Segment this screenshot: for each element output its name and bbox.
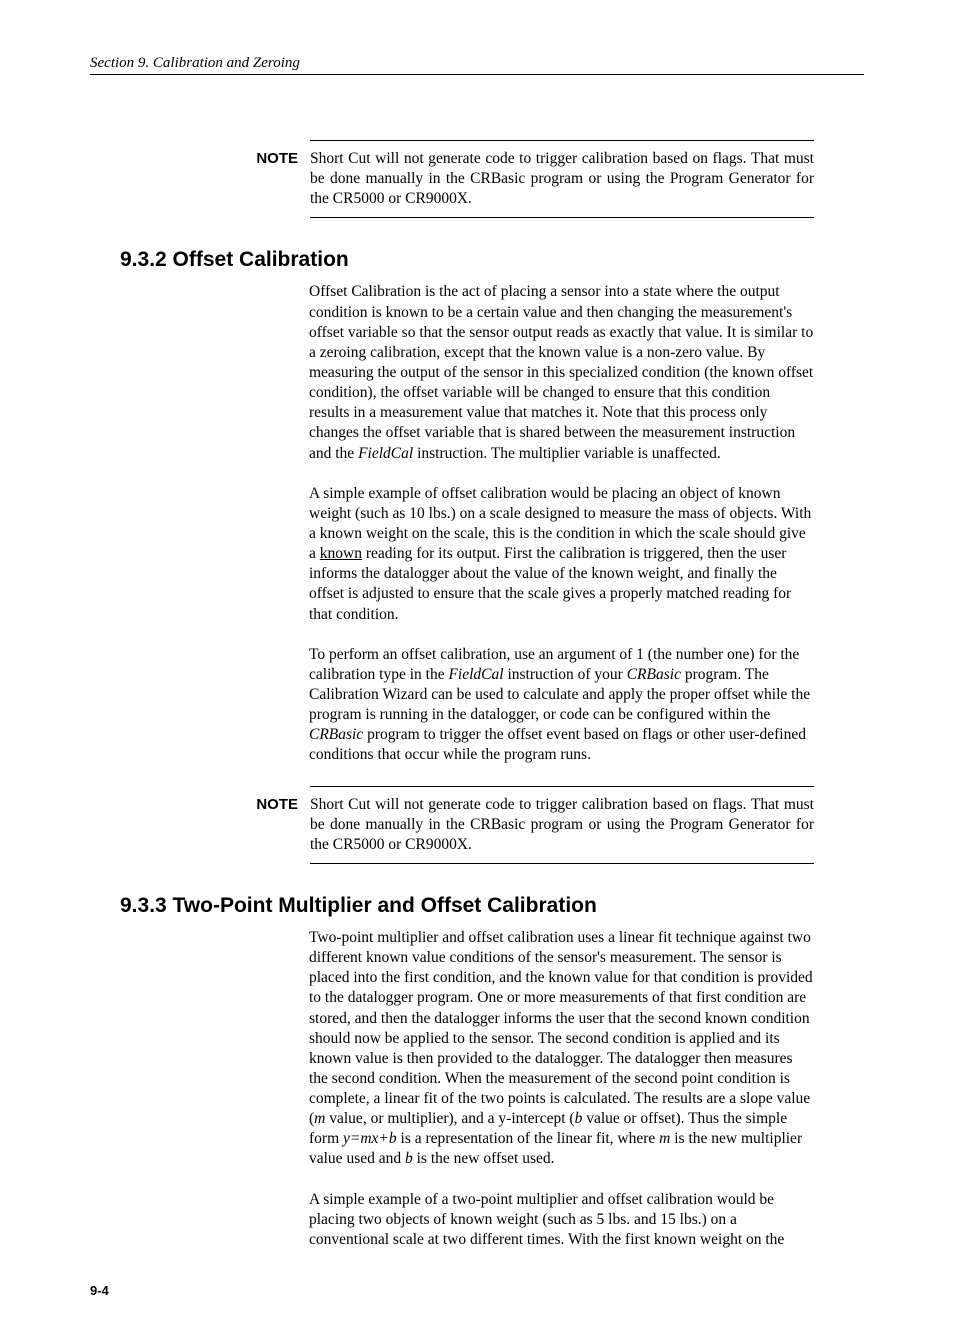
text: program to trigger the offset event base… xyxy=(309,726,806,763)
equation-term: y=mx+b xyxy=(343,1130,397,1147)
text: Two-point multiplier and offset calibrat… xyxy=(309,929,813,1127)
note-label: NOTE xyxy=(228,786,310,864)
sec-933-p1: Two-point multiplier and offset calibrat… xyxy=(309,928,814,1170)
page: Section 9. Calibration and Zeroing NOTE … xyxy=(0,0,954,1330)
crbasic-term: CRBasic xyxy=(309,726,363,743)
m-term: m xyxy=(659,1130,670,1147)
note-label: NOTE xyxy=(228,140,310,218)
heading-9-3-3: 9.3.3 Two-Point Multiplier and Offset Ca… xyxy=(120,894,864,918)
note-body: Short Cut will not generate code to trig… xyxy=(310,140,814,218)
heading-9-3-2: 9.3.2 Offset Calibration xyxy=(120,248,864,272)
text: reading for its output. First the calibr… xyxy=(309,545,791,622)
fieldcal-term: FieldCal xyxy=(358,445,413,462)
sec-933-p2: A simple example of a two-point multipli… xyxy=(309,1190,814,1250)
text: is a representation of the linear fit, w… xyxy=(397,1130,660,1147)
known-term: known xyxy=(320,545,362,562)
b-term: b xyxy=(405,1150,413,1167)
text: instruction of your xyxy=(504,666,627,683)
fieldcal-term: FieldCal xyxy=(448,666,503,683)
running-header: Section 9. Calibration and Zeroing xyxy=(90,55,864,75)
text: value, or multiplier), and a y-intercept… xyxy=(325,1110,574,1127)
sec-932-p1: Offset Calibration is the act of placing… xyxy=(309,282,814,463)
text: instruction. The multiplier variable is … xyxy=(413,445,721,462)
crbasic-term: CRBasic xyxy=(627,666,681,683)
page-number: 9-4 xyxy=(90,1283,109,1298)
text: Offset Calibration is the act of placing… xyxy=(309,283,813,461)
sec-932-p3: To perform an offset calibration, use an… xyxy=(309,645,814,766)
sec-932-p2: A simple example of offset calibration w… xyxy=(309,484,814,625)
note-block: NOTE Short Cut will not generate code to… xyxy=(228,140,814,218)
m-term: m xyxy=(314,1110,325,1127)
text: is the new offset used. xyxy=(413,1150,555,1167)
note-block: NOTE Short Cut will not generate code to… xyxy=(228,786,814,864)
note-body: Short Cut will not generate code to trig… xyxy=(310,786,814,864)
